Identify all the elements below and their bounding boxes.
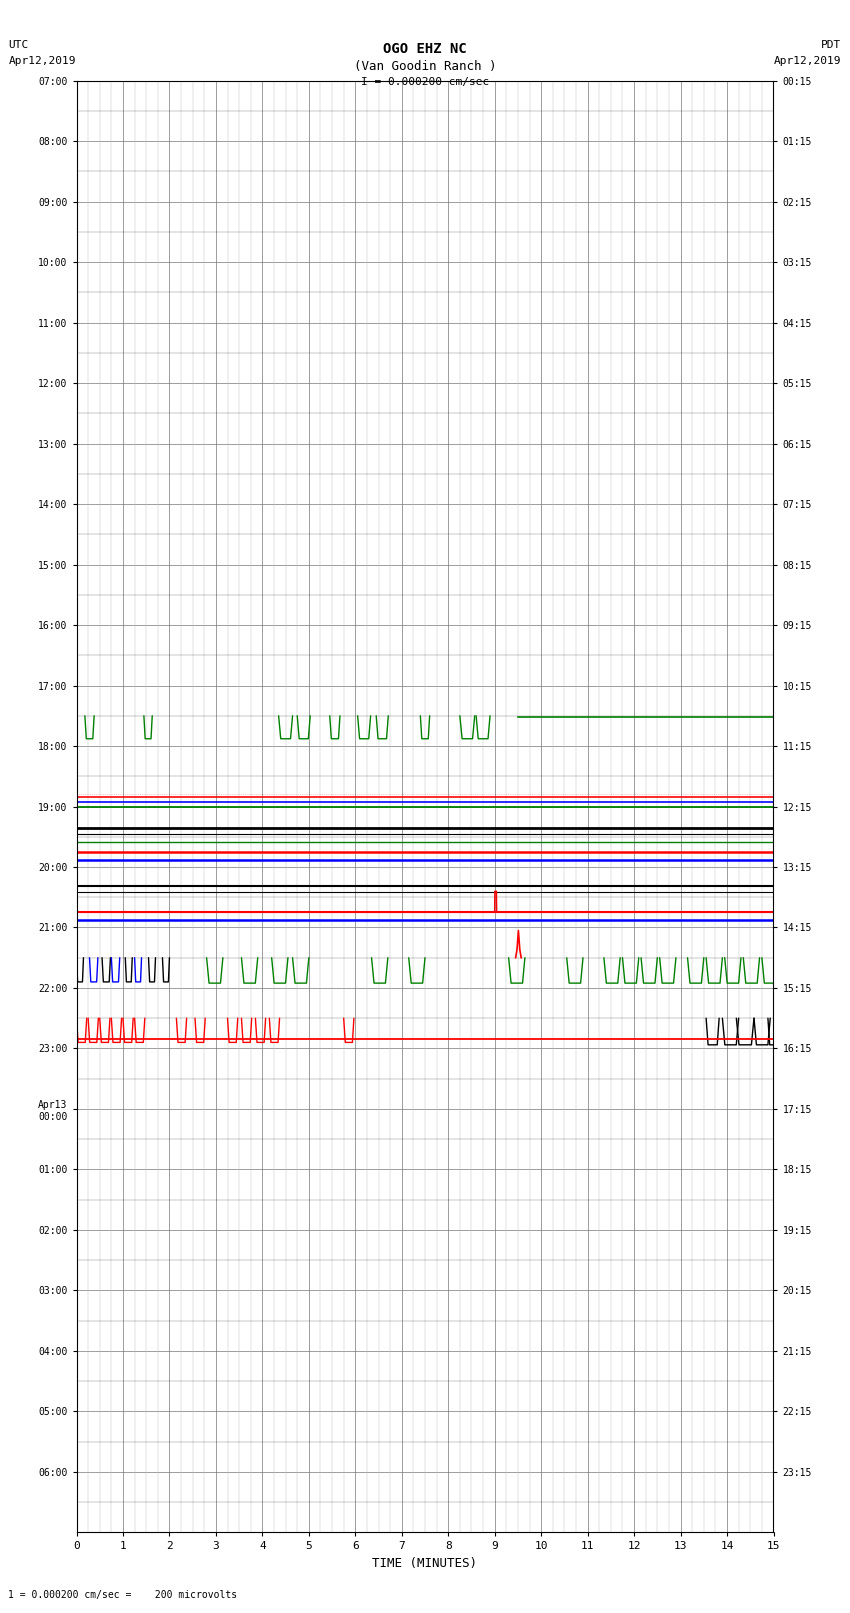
Text: OGO EHZ NC: OGO EHZ NC: [383, 42, 467, 56]
Text: Apr12,2019: Apr12,2019: [774, 56, 842, 66]
Text: (Van Goodin Ranch ): (Van Goodin Ranch ): [354, 60, 496, 73]
Text: PDT: PDT: [821, 40, 842, 50]
Text: I = 0.000200 cm/sec: I = 0.000200 cm/sec: [361, 77, 489, 87]
Text: Apr12,2019: Apr12,2019: [8, 56, 76, 66]
X-axis label: TIME (MINUTES): TIME (MINUTES): [372, 1557, 478, 1569]
Text: UTC: UTC: [8, 40, 29, 50]
Text: 1 = 0.000200 cm/sec =    200 microvolts: 1 = 0.000200 cm/sec = 200 microvolts: [8, 1590, 238, 1600]
